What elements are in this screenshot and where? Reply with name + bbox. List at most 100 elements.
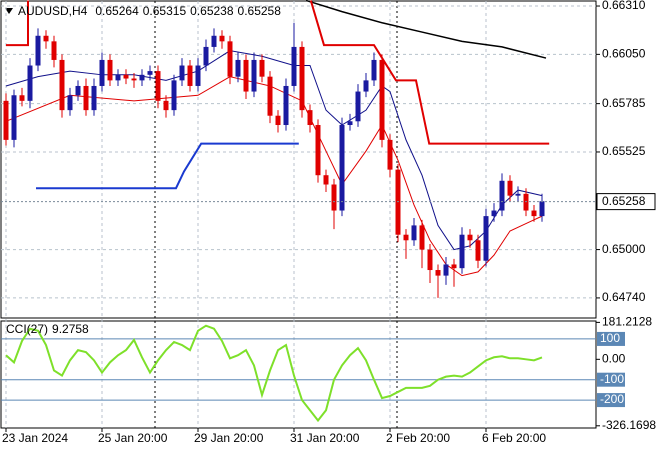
candle-body [243,59,249,92]
candle-body [11,95,17,140]
y-tick-label: 181.2128 [602,315,652,329]
candle-body [291,46,297,86]
candle-body [331,184,337,211]
candle-body [491,210,497,217]
candle-body [211,35,217,47]
candle-body [315,125,321,176]
header-value: 0.65264 [95,4,139,18]
candle-body [283,85,289,126]
y-tick-label: 0.65525 [602,144,646,158]
candle-body [251,59,257,92]
cci-line [5,324,543,423]
candle-body [51,41,57,60]
header-value: 0.65315 [143,4,187,18]
candle-body [259,59,265,77]
candle-body [515,193,521,196]
candle-body [539,201,545,217]
candle-body [443,264,449,276]
header: AUDUSD,H4 0.65264 0.65315 0.65238 0.65258 [18,4,281,18]
candle-body [387,139,393,170]
candle-body [139,74,145,81]
candle-body [275,115,281,126]
level-label: -200 [600,392,624,406]
x-tick-label: 31 Jan 20:00 [290,431,360,445]
candle-body [363,80,369,92]
candle-body [59,59,65,111]
candle-body [179,65,185,81]
candle-body [187,65,193,86]
candle-body [163,100,169,111]
candle-body [123,74,129,79]
candle-body [19,95,25,101]
indicator-line [6,0,29,47]
candle-body [379,59,385,140]
candle-body [395,169,401,235]
candle-body [427,249,433,271]
candle-body [203,46,209,66]
candle-body [451,264,457,269]
candle-body [299,46,305,111]
candle-body [35,35,41,66]
candle-body [107,59,113,81]
x-tick-label: 6 Feb 20:00 [482,431,546,445]
cci-value: 9.2758 [52,322,89,336]
candle-body [147,71,153,75]
header-value: 0.65238 [190,4,234,18]
candle-body [403,234,409,241]
level-box [597,393,625,408]
candle-body [75,85,81,96]
y-tick-label: -326.1698 [602,418,656,432]
level-label: -100 [600,372,624,386]
candle-body [43,35,49,42]
candle-body [347,121,353,126]
x-tick-label: 25 Jan 20:00 [98,431,168,445]
y-tick-label: 0.66050 [602,47,646,61]
indicator-line [305,0,547,59]
candle-body [67,95,73,111]
candle-body [115,74,121,81]
x-tick-label: 23 Jan 2024 [2,431,68,445]
cci-title: CCI(27) 9.2758 [6,322,89,336]
indicator-line [36,142,299,190]
candle-body [91,85,97,111]
indicator-line [309,0,550,145]
candle-body [371,59,377,81]
candle-body [267,76,273,116]
y-tick-label: 0.64740 [602,290,646,304]
collapse-icon[interactable] [5,8,13,14]
candle-body [483,216,489,261]
candle-body [339,125,345,211]
cci-name: CCI(27) [6,322,48,336]
x-tick-label: 29 Jan 20:00 [194,431,264,445]
level-box [597,372,625,387]
level-box [597,331,625,346]
candle-body [475,240,481,261]
y-tick-label: 0.65785 [602,96,646,110]
candle-body [195,65,201,86]
candle-body [99,59,105,86]
candle-body [3,100,9,140]
candle-body [219,35,225,42]
last-price-box [596,193,656,211]
candle-body [27,65,33,101]
candle-body [171,80,177,111]
candle-body [355,91,361,122]
symbol-title: AUDUSD,H4 [18,4,88,18]
candle-body [83,85,89,111]
candle-body [459,234,465,269]
candle-body [507,180,513,196]
candle-body [227,41,233,77]
header-value: 0.65258 [238,4,282,18]
last-price-label: 0.65258 [602,194,646,208]
candle-body [411,225,417,241]
candle-body [435,270,441,276]
candle-body [131,78,137,81]
candle-body [155,71,161,101]
y-tick-label: 0.65000 [602,242,646,256]
price-panel [0,0,597,319]
candle-body [235,59,241,77]
y-tick-label: 0.00 [602,351,626,365]
level-label: 100 [600,331,620,345]
